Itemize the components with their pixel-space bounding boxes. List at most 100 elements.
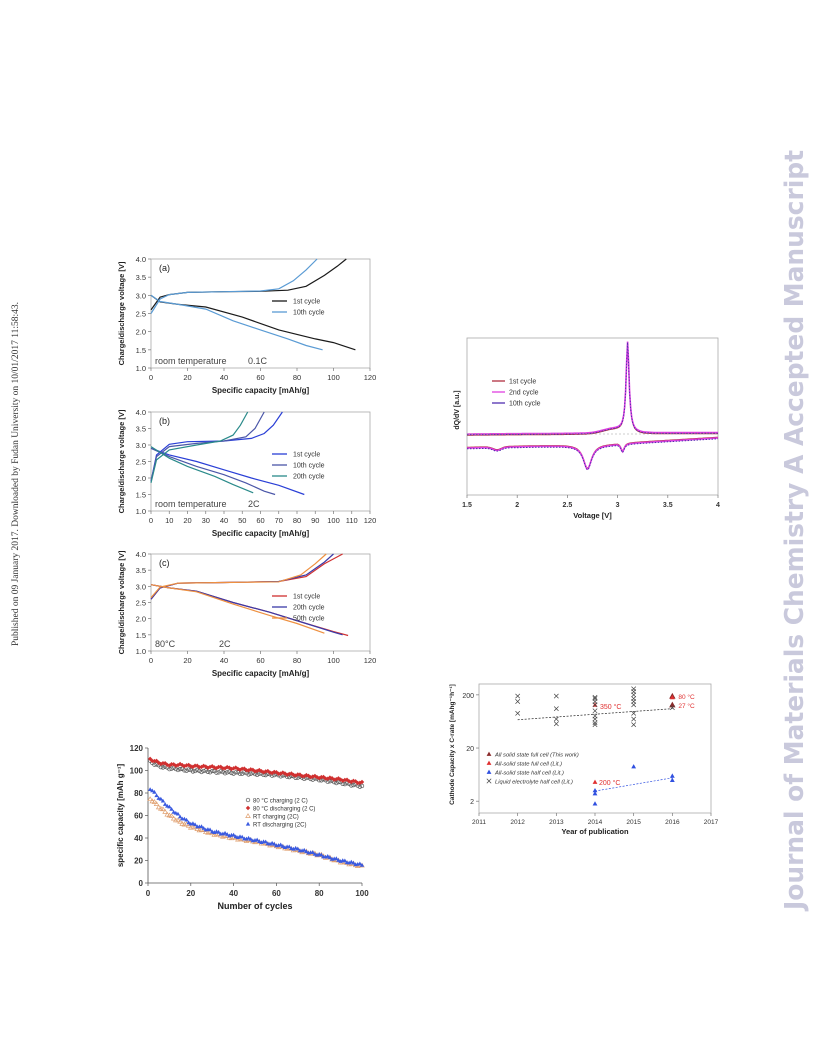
condition-annotation: 80°C — [155, 639, 176, 649]
data-point — [154, 793, 159, 798]
data-point — [169, 806, 174, 811]
x-tick-label: 110 — [346, 516, 358, 525]
data-point — [357, 861, 363, 866]
data-point — [263, 839, 268, 844]
data-point — [359, 783, 365, 789]
series-line — [467, 342, 718, 436]
data-point — [160, 798, 166, 803]
data-point — [153, 801, 160, 806]
publication-side-note: Published on 09 January 2017. Downloaded… — [11, 302, 21, 646]
data-point — [201, 768, 206, 774]
data-point — [334, 856, 339, 861]
y-tick-label: 20 — [134, 857, 143, 866]
data-point — [592, 779, 598, 784]
data-point — [280, 770, 286, 775]
x-axis-label: Specific capacity [mAh/g] — [212, 669, 310, 678]
y-axis-label: Charge/discharge voltage [V] — [117, 409, 126, 513]
x-tick-label: 2013 — [549, 819, 564, 826]
data-point — [631, 702, 637, 708]
series-line — [467, 342, 718, 436]
x-axis-label: Voltage [V] — [573, 511, 612, 520]
x-tick-label: 100 — [327, 656, 340, 665]
x-tick-label: 80 — [293, 516, 301, 525]
data-point — [631, 764, 637, 769]
data-point — [669, 705, 675, 711]
data-point — [287, 844, 292, 849]
data-point — [195, 767, 200, 773]
data-point — [184, 763, 189, 768]
x-tick-label: 3 — [616, 502, 620, 509]
dqdv-chart: 1.5 2 2.5 3 3.5 4 Voltage [V] dQ/dV [a.u.] 1st c… — [454, 337, 720, 520]
data-point — [152, 789, 157, 794]
y-tick-label: 120 — [130, 744, 144, 753]
data-point — [240, 771, 245, 776]
series-line — [150, 294, 323, 351]
data-point — [224, 832, 230, 836]
side-note-text: Published on 09 January 2017. Downloaded… — [11, 302, 21, 646]
temperature-annotation: 80 °C — [678, 693, 695, 701]
x-tick-label: 20 — [183, 373, 191, 382]
data-point — [246, 835, 251, 840]
cycling-capacity-chart: 0 20 40 60 80 100 120 0 20 40 60 80 100 Number of cyc… — [116, 744, 369, 911]
data-point — [553, 721, 559, 727]
series-line — [150, 553, 327, 599]
data-point — [177, 814, 183, 819]
data-point — [190, 769, 196, 774]
data-point — [175, 811, 181, 816]
y-tick-label: 1.5 — [136, 631, 146, 640]
data-point — [631, 710, 637, 716]
data-point — [248, 771, 253, 776]
data-point — [225, 770, 230, 775]
series-line — [467, 436, 719, 469]
data-point — [199, 824, 204, 829]
data-point — [150, 758, 155, 764]
data-point — [147, 756, 153, 762]
rate-annotation: 2C — [248, 499, 260, 509]
series-line — [467, 341, 718, 435]
x-tick-label: 30 — [202, 516, 210, 525]
legend-entry: RT charging (2C) — [253, 815, 299, 821]
x-tick-label: 100 — [327, 373, 340, 382]
data-point — [192, 822, 198, 827]
y-tick-label: 4.0 — [136, 550, 146, 559]
y-tick-label: 4.0 — [136, 255, 146, 264]
data-point — [245, 821, 251, 826]
rate-annotation: 0.1C — [248, 356, 268, 366]
x-tick-label: 20 — [183, 656, 191, 665]
data-point — [190, 764, 196, 770]
y-tick-label: 3.0 — [136, 582, 146, 591]
condition-annotation: room temperature — [155, 499, 227, 509]
data-point — [278, 842, 283, 847]
data-point — [186, 767, 191, 772]
legend-entry: RT discharging (2C) — [253, 823, 306, 829]
x-tick-label: 40 — [220, 656, 228, 665]
voltage-profile-chart-b: 1.0 1.5 2.0 2.5 3.0 3.5 4.0 0 10 20 30 40 50 60 70 80 90… — [117, 408, 376, 538]
y-tick-label: 3.0 — [136, 291, 146, 300]
legend-entry: 1st cycle — [293, 594, 320, 601]
data-point — [669, 701, 676, 708]
data-point — [306, 773, 311, 779]
y-tick-label: 2.5 — [136, 310, 146, 319]
legend-entry: 1st cycle — [293, 452, 320, 459]
data-point — [631, 722, 637, 728]
data-point — [171, 762, 176, 767]
data-point — [248, 767, 253, 772]
series-line — [150, 446, 254, 494]
data-point — [214, 770, 219, 775]
x-tick-label: 4 — [716, 502, 720, 509]
y-tick-label: 0 — [139, 879, 144, 888]
x-tick-label: 40 — [229, 889, 238, 898]
series-line — [150, 447, 276, 496]
data-point — [351, 860, 356, 865]
legend-entry: 2nd cycle — [509, 390, 539, 397]
x-tick-label: 70 — [275, 516, 283, 525]
data-point — [160, 806, 166, 812]
series-line — [467, 437, 719, 471]
trend-line-high — [517, 708, 673, 721]
y-tick-label: 3.5 — [136, 425, 146, 434]
legend-entry: 10th cycle — [509, 401, 541, 408]
data-point — [293, 773, 298, 778]
data-point — [154, 758, 159, 764]
x-tick-label: 80 — [293, 373, 301, 382]
data-point — [515, 710, 521, 716]
